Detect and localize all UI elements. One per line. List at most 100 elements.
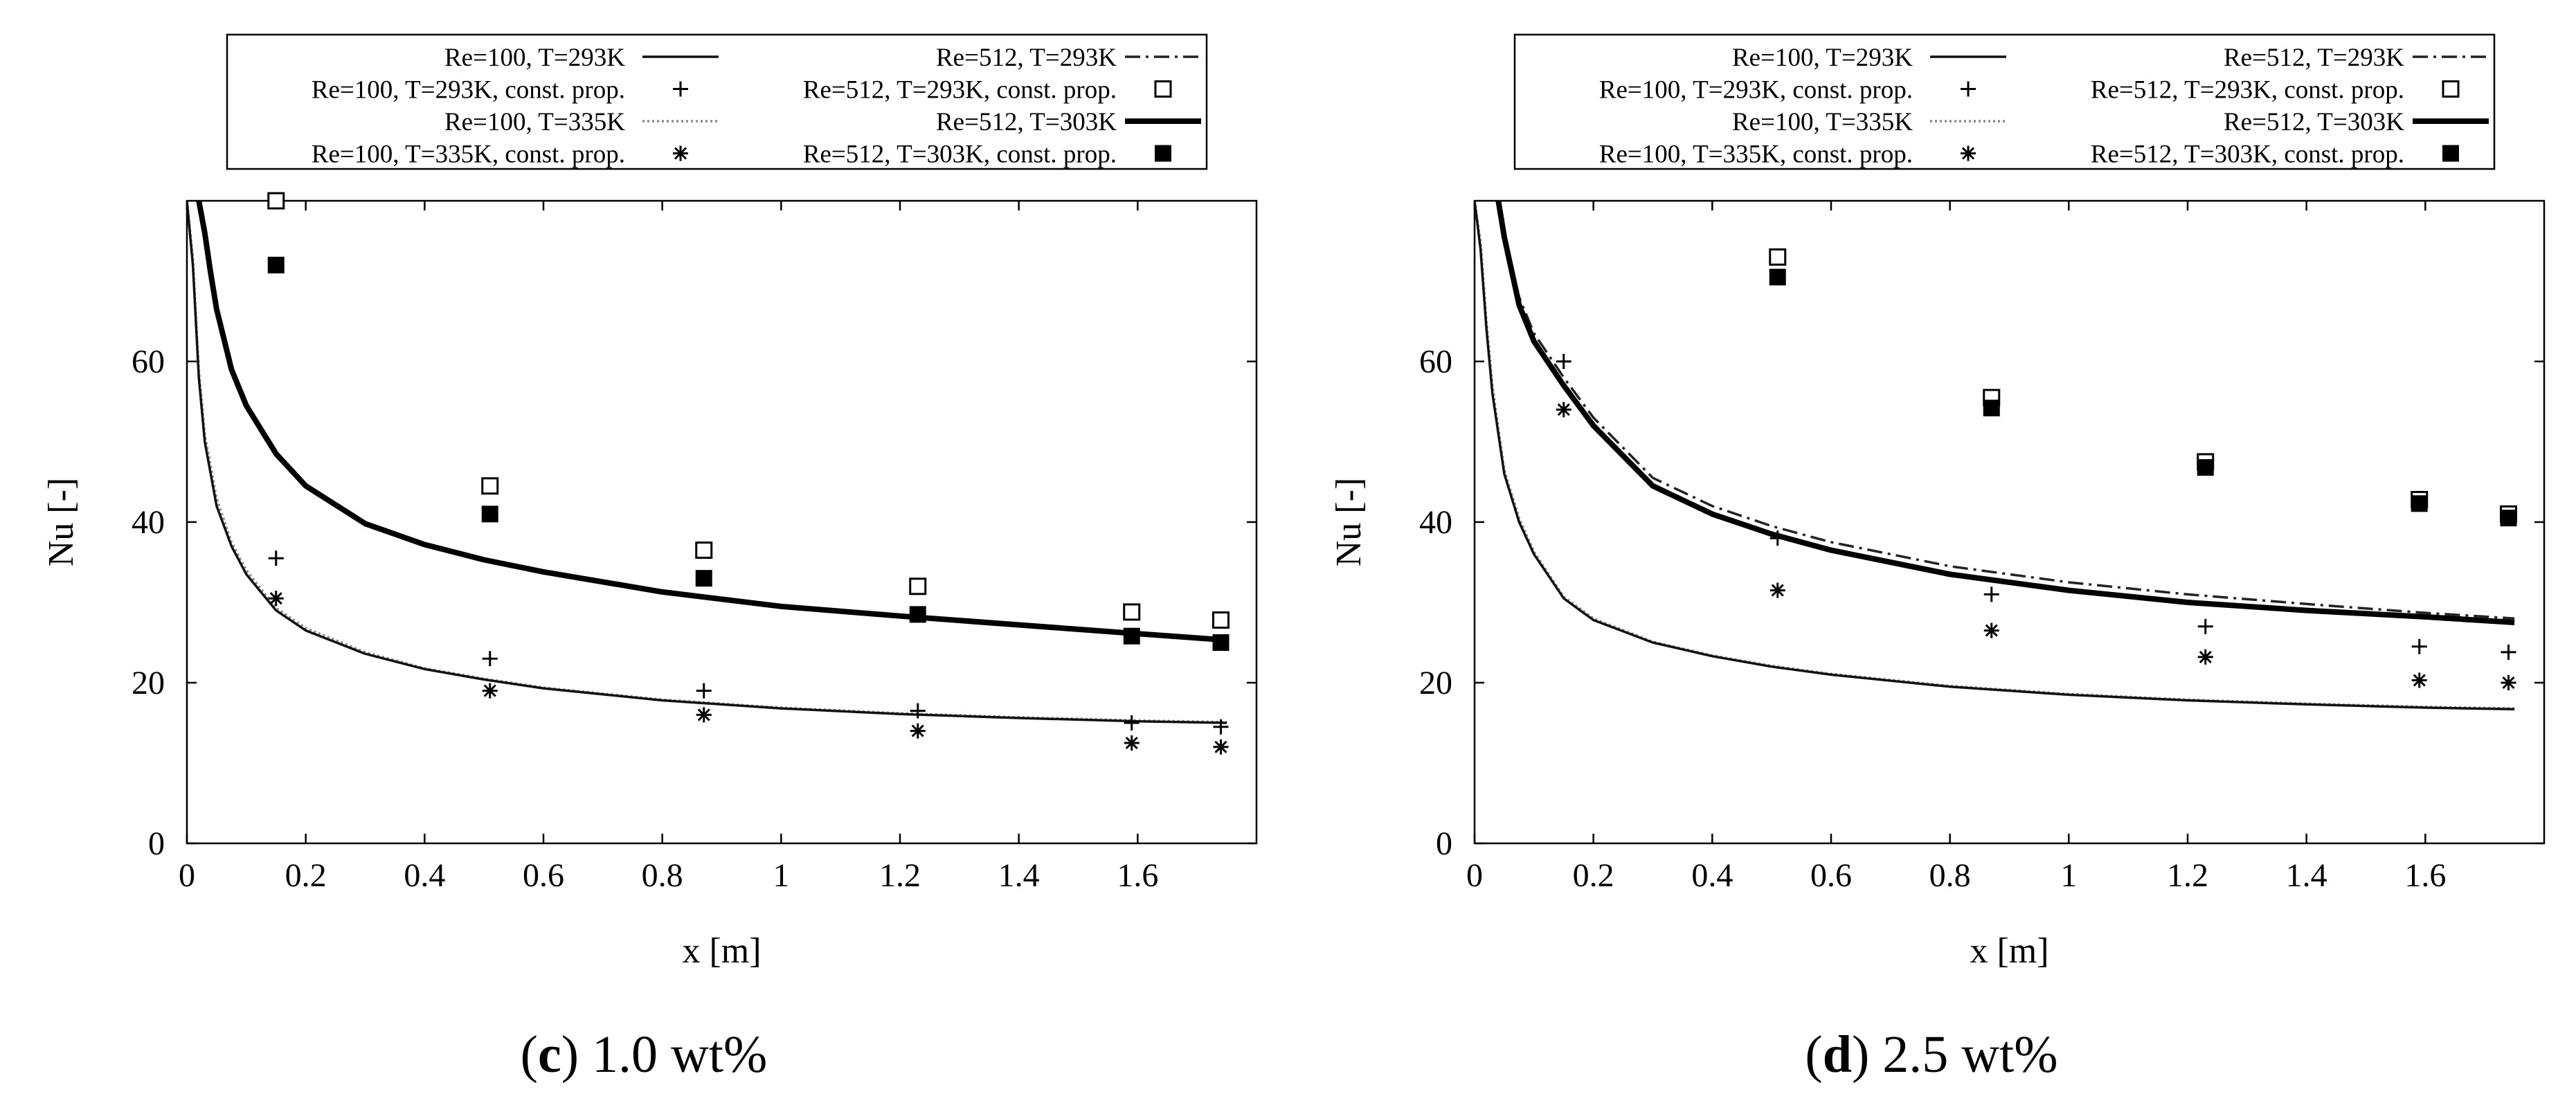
- legend-marker-open-square: [1154, 80, 1172, 98]
- data-point-star: [1983, 622, 1999, 638]
- legend-marker-open-square: [2442, 80, 2460, 98]
- data-point-open-square: [1123, 603, 1141, 621]
- x-tick-label: 0: [179, 857, 195, 894]
- legend-label: Re=512, T=303K: [2224, 108, 2404, 136]
- y-tick-label: 40: [1419, 504, 1452, 541]
- data-point-filled-square: [1123, 627, 1140, 645]
- data-point-filled-square: [695, 570, 712, 587]
- legend-label: Re=100, T=293K: [444, 44, 625, 72]
- legend-label: Re=512, T=303K, const. prop.: [2091, 141, 2404, 169]
- data-point-star: [2197, 649, 2213, 665]
- plot-frame: [186, 199, 1258, 845]
- data-point-filled-square: [2197, 459, 2214, 476]
- x-tick-label: 0: [1466, 857, 1483, 894]
- x-tick-label: 0.8: [642, 857, 683, 894]
- chart-panel-d: 0 0.2 0.4 0.6 0.8 1 1.2 1.4 1.6 0 20 40 60 x [m] Nu [-…: [1288, 0, 2575, 1103]
- legend-marker-filled-square: [1155, 145, 1171, 162]
- data-point-plus: [268, 550, 284, 566]
- legend-marker-star: [673, 145, 688, 161]
- series-line-dashdot: [197, 201, 1227, 642]
- data-point-plus: [1983, 586, 1999, 602]
- x-tick-label: 1.4: [2286, 857, 2327, 894]
- data-point-open-square: [909, 577, 927, 595]
- series-line-thick: [1495, 201, 2515, 625]
- data-point-star: [268, 591, 284, 607]
- data-point-filled-square: [1983, 400, 2000, 417]
- y-tick-label: 0: [148, 825, 165, 862]
- y-tick-label: 20: [1419, 665, 1452, 701]
- data-point-open-square: [695, 541, 713, 559]
- legend-label: Re=100, T=293K, const. prop.: [312, 76, 625, 105]
- legend-marker-filled-square: [2442, 145, 2459, 162]
- caption-letter-c: c: [537, 1025, 561, 1084]
- data-point-filled-square: [1212, 634, 1230, 651]
- data-point-filled-square: [909, 606, 926, 623]
- x-tick-label: 1: [2060, 857, 2077, 894]
- x-tick-label: 1.2: [2167, 857, 2208, 894]
- caption-letter-d: d: [1822, 1025, 1852, 1084]
- legend-label: Re=100, T=335K, const. prop.: [312, 141, 625, 169]
- series-line-solid: [1475, 201, 2515, 711]
- x-tick-label: 0.6: [1810, 857, 1852, 894]
- plot-area: [187, 201, 1227, 724]
- data-point-open-square: [481, 477, 499, 495]
- legend-label: Re=100, T=335K: [1732, 108, 1913, 136]
- data-point-filled-square: [2500, 510, 2517, 527]
- data-point-plus: [482, 651, 498, 667]
- y-tick-label: 0: [1436, 825, 1452, 862]
- legend-label: Re=512, T=303K: [936, 108, 1117, 136]
- y-tick-label: 60: [1419, 343, 1452, 380]
- legend: Re=100, T=293K Re=100, T=293K, const. pro…: [226, 33, 1208, 170]
- x-tick-label: 0.8: [1929, 857, 1971, 894]
- data-point-star: [2411, 672, 2427, 688]
- markers: [267, 192, 1230, 755]
- x-tick-label: 0.2: [1573, 857, 1614, 894]
- data-point-star: [1124, 735, 1140, 751]
- data-point-filled-square: [1769, 269, 1786, 286]
- legend-label: Re=100, T=335K, const. prop.: [1599, 141, 1913, 169]
- x-tick-label: 1.4: [998, 857, 1040, 894]
- data-point-star: [910, 723, 926, 739]
- x-axis-label: x [m]: [682, 931, 761, 971]
- data-point-star: [2501, 675, 2516, 690]
- chart-panel-c: 0 0.2 0.4 0.6 0.8 1 1.2 1.4 1.6 0 20 40 60 x [m] Nu [-…: [42, 33, 1258, 1084]
- chart-d: 0 0.2 0.4 0.6 0.8 1 1.2 1.4 1.6 0 20 40 60 x [m] Nu [-…: [1329, 33, 2546, 971]
- data-point-star: [696, 707, 712, 723]
- y-tick-label: 20: [132, 665, 165, 701]
- x-axis-label: x [m]: [1970, 931, 2048, 971]
- data-point-filled-square: [2411, 495, 2428, 512]
- data-point-plus: [2501, 644, 2516, 660]
- legend-label: Re=512, T=303K, const. prop.: [803, 141, 1117, 169]
- x-tick-label: 1: [773, 857, 789, 894]
- chart-c: 0 0.2 0.4 0.6 0.8 1 1.2 1.4 1.6 0 20 40 60 x [m] Nu [-…: [42, 33, 1258, 971]
- data-point-plus: [910, 703, 926, 719]
- series-line-solid: [187, 201, 1227, 724]
- y-tick-label: 40: [132, 504, 165, 541]
- legend-label: Re=100, T=293K: [1732, 44, 1913, 72]
- caption-text-d: 2.5 wt%: [1882, 1025, 2058, 1084]
- x-tick-label: 1.2: [879, 857, 921, 894]
- y-axis-label: Nu [-]: [42, 478, 81, 567]
- data-point-open-square: [1769, 248, 1787, 266]
- legend-label: Re=512, T=293K, const. prop.: [803, 76, 1117, 105]
- x-tick-label: 0.2: [285, 857, 327, 894]
- legend-label: Re=100, T=335K: [444, 108, 625, 136]
- data-point-star: [482, 683, 498, 699]
- data-point-open-square: [1212, 611, 1230, 629]
- legend-marker-plus: [673, 81, 688, 97]
- legend-label: Re=100, T=293K, const. prop.: [1599, 76, 1913, 105]
- x-tick-label: 0.4: [1691, 857, 1733, 894]
- x-tick-label: 0.4: [404, 857, 445, 894]
- data-point-plus: [696, 683, 712, 699]
- series-line-dashdot: [1497, 201, 2515, 620]
- legend-label: Re=512, T=293K: [936, 44, 1117, 72]
- markers: [1556, 248, 2517, 690]
- caption-text-c: 1.0 wt%: [592, 1025, 768, 1084]
- caption-c: (c) 1.0 wt%: [520, 1025, 768, 1084]
- data-point-star: [1769, 582, 1785, 598]
- legend: Re=100, T=293K Re=100, T=293K, const. pro…: [1513, 33, 2496, 170]
- plot-area: [1475, 201, 2515, 711]
- x-tick-label: 1.6: [1117, 857, 1158, 894]
- data-point-filled-square: [267, 256, 285, 273]
- caption-d: (d) 2.5 wt%: [1805, 1025, 2058, 1084]
